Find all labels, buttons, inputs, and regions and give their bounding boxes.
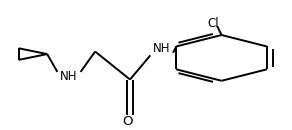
Text: O: O (122, 115, 132, 128)
Text: NH: NH (153, 43, 171, 56)
Text: Cl: Cl (207, 17, 219, 30)
Text: NH: NH (60, 70, 78, 83)
